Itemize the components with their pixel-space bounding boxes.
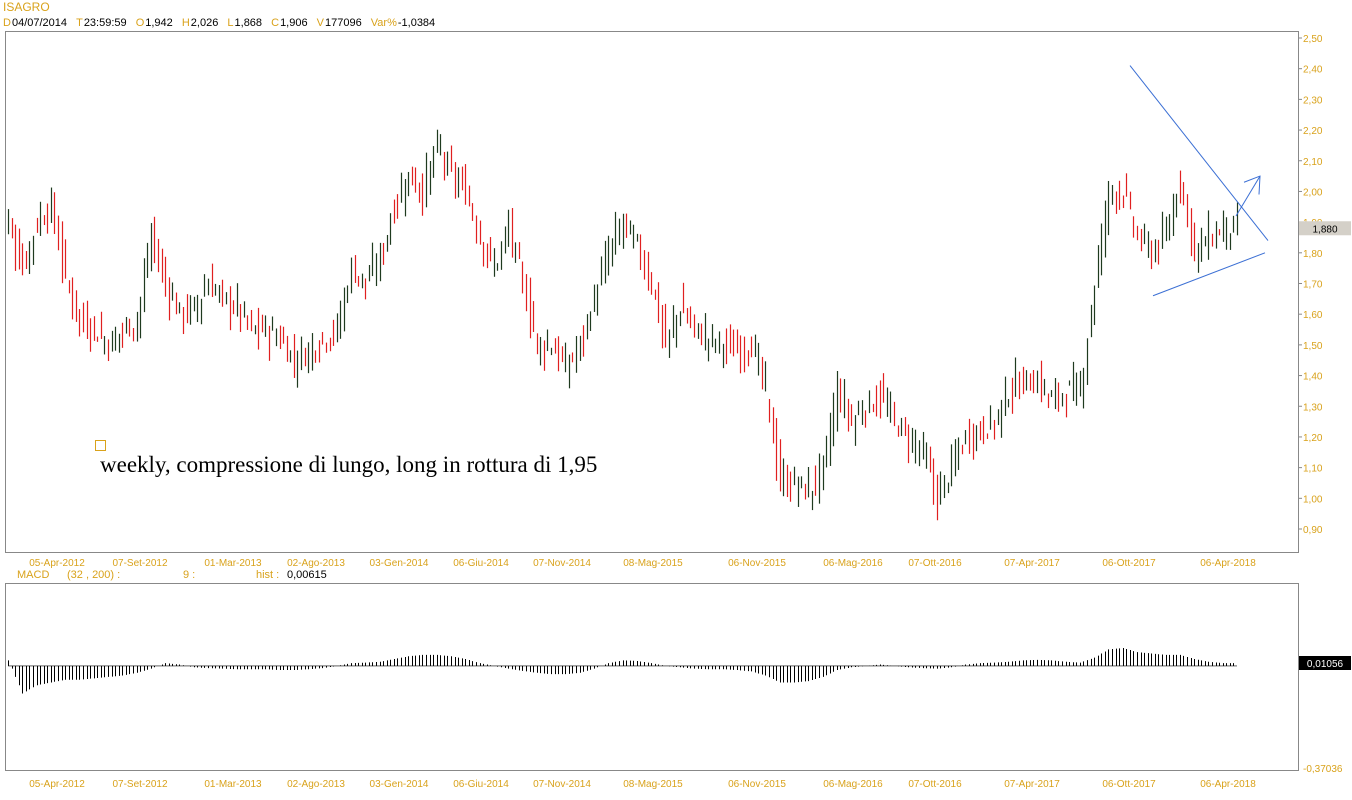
field-key: T (76, 17, 83, 29)
x-tick-label: 07-Nov-2014 (533, 558, 591, 569)
field-value: 1,942 (145, 17, 176, 29)
macd-x-tick-label: 07-Ott-2016 (908, 779, 962, 790)
macd-x-tick-label: 07-Set-2012 (112, 779, 167, 790)
macd-x-tick-label: 05-Apr-2012 (29, 779, 85, 790)
y-tick-label: 1,80 (1303, 249, 1323, 260)
field-key: O (135, 17, 145, 29)
trendline-upper (1129, 65, 1269, 241)
last-price-label: 1,880 (1312, 224, 1337, 235)
macd-x-tick-label: 01-Mar-2013 (204, 779, 262, 790)
macd-x-tick-label: 07-Apr-2017 (1004, 779, 1060, 790)
field-value: -1,0384 (397, 17, 436, 29)
macd-x-tick-label: 06-Nov-2015 (728, 779, 786, 790)
arrow-head-icon (1243, 175, 1261, 195)
last-price-box (1299, 221, 1351, 236)
macd-x-tick-label: 08-Mag-2015 (623, 779, 683, 790)
y-tick-label: 1,70 (1303, 280, 1323, 291)
x-tick-label: 06-Nov-2015 (728, 558, 786, 569)
field-value: 23:59:59 (83, 17, 130, 29)
x-tick-label: 05-Apr-2012 (29, 558, 85, 569)
y-tick-label: 1,20 (1303, 433, 1323, 444)
macd-panel-frame (5, 583, 1299, 771)
macd-hist-label: hist : (256, 569, 280, 581)
field-key: C (271, 17, 280, 29)
chart-annotation: weekly, compressione di lungo, long in r… (100, 452, 598, 477)
x-tick-label: 01-Mar-2013 (204, 558, 262, 569)
x-tick-label: 07-Ott-2016 (908, 558, 962, 569)
x-tick-label: 06-Mag-2016 (823, 558, 883, 569)
x-tick-label: 08-Mag-2015 (623, 558, 683, 569)
y-tick-label: 1,40 (1303, 372, 1323, 383)
y-tick-label: 1,10 (1303, 464, 1323, 475)
macd-hist-value: 0,00615 (287, 569, 327, 581)
trendline-lower (1152, 252, 1266, 297)
x-tick-label: 07-Set-2012 (112, 558, 167, 569)
macd-x-tick-label: 02-Ago-2013 (287, 779, 345, 790)
y-tick-label: 1,60 (1303, 310, 1323, 321)
field-key: Var% (370, 17, 397, 29)
y-tick-label: 1,00 (1303, 494, 1323, 505)
macd-signal: 9 : (183, 569, 196, 581)
macd-last-box (1299, 656, 1351, 670)
x-tick-label: 07-Apr-2017 (1004, 558, 1060, 569)
annotation-marker[interactable] (95, 440, 106, 451)
symbol-title: ISAGRO (3, 0, 50, 14)
macd-x-tick-label: 07-Nov-2014 (533, 779, 591, 790)
field-value: 2,026 (190, 17, 222, 29)
y-tick-label: 2,30 (1303, 95, 1323, 106)
y-tick-label: 2,10 (1303, 157, 1323, 168)
field-value: 1,868 (234, 17, 266, 29)
x-tick-label: 06-Ott-2017 (1102, 558, 1156, 569)
field-value: 177096 (325, 17, 365, 29)
macd-min-label: -0,37036 (1303, 764, 1343, 775)
field-key: L (227, 17, 234, 29)
field-value: 1,906 (280, 17, 311, 29)
x-tick-label: 03-Gen-2014 (370, 558, 429, 569)
price-panel-frame (5, 31, 1299, 553)
ohlc-readout: D04/07/2014 T23:59:59 O1,942 H2,026 L1,8… (3, 17, 441, 29)
y-tick-label: 2,50 (1303, 34, 1323, 45)
macd-last-label: 0,01056 (1307, 659, 1344, 670)
x-tick-label: 06-Giu-2014 (453, 558, 509, 569)
field-key: H (181, 17, 190, 29)
field-value: 04/07/2014 (11, 17, 71, 29)
macd-x-tick-label: 06-Apr-2018 (1200, 779, 1256, 790)
x-tick-label: 02-Ago-2013 (287, 558, 345, 569)
field-key: D (3, 17, 11, 29)
x-tick-label: 06-Apr-2018 (1200, 558, 1256, 569)
macd-x-tick-label: 06-Mag-2016 (823, 779, 883, 790)
breakout-arrow (1235, 175, 1261, 217)
macd-x-tick-label: 06-Ott-2017 (1102, 779, 1156, 790)
y-tick-label: 2,40 (1303, 65, 1323, 76)
macd-x-tick-label: 06-Giu-2014 (453, 779, 509, 790)
macd-params: (32 , 200) : (67, 569, 121, 581)
field-key: V (316, 17, 324, 29)
y-tick-label: 2,00 (1303, 187, 1323, 198)
macd-label: MACD (17, 569, 50, 581)
y-tick-label: 2,20 (1303, 126, 1323, 137)
macd-x-tick-label: 03-Gen-2014 (370, 779, 429, 790)
y-tick-label: 1,30 (1303, 402, 1323, 413)
y-tick-label: 1,50 (1303, 341, 1323, 352)
y-tick-label: 0,90 (1303, 525, 1323, 536)
